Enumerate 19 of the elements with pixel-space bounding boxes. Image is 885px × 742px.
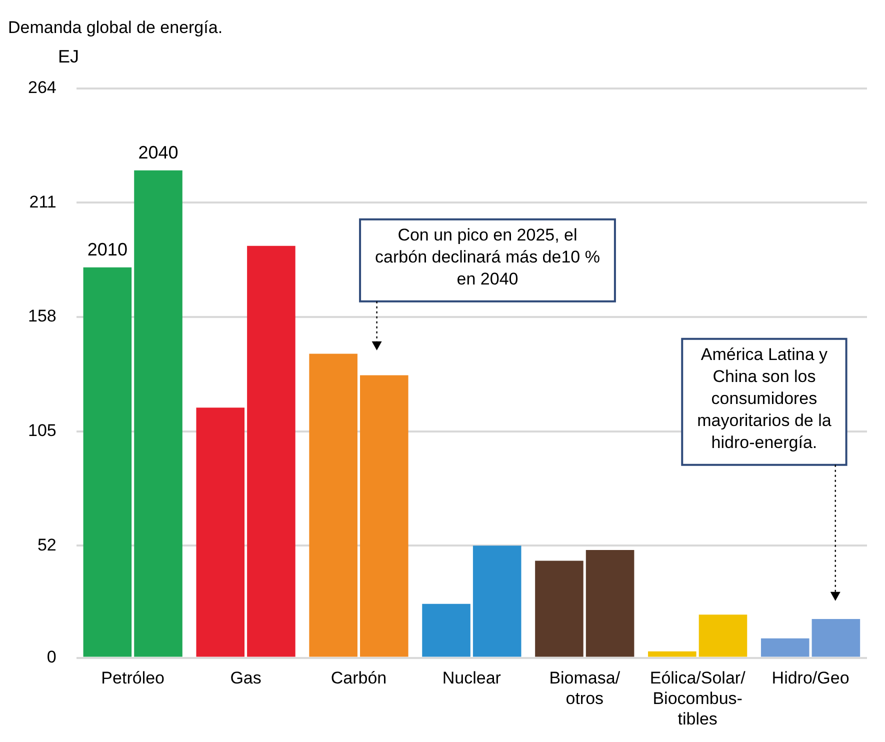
series-label: 2010: [87, 239, 128, 260]
y-tick-label: 52: [37, 535, 56, 554]
y-tick-label: 158: [28, 306, 56, 326]
x-tick-label: Biomasa/ otros: [549, 668, 620, 708]
x-tick-label: Nuclear: [442, 668, 502, 688]
y-tick-label: 264: [28, 78, 56, 98]
y-tick-label: 0: [46, 647, 56, 666]
annotation: Con un pico en 2025, el carbón declinará más de10 % en 2040: [375, 226, 600, 289]
x-tick-label: Carbón: [330, 668, 387, 688]
chart-title: Demanda global de energía.: [8, 18, 223, 37]
x-tick-label: Hidro/Geo: [772, 668, 850, 688]
annotation: América Latina y China son los consumidores mayoritarios de la hidro-energía.: [697, 345, 832, 452]
y-tick-label: 105: [28, 421, 56, 440]
x-tick-label: Gas: [230, 668, 262, 688]
y-tick-label: 211: [29, 192, 56, 212]
y-axis-title: EJ: [58, 46, 80, 66]
x-tick-label: Eólica/Solar/ Biocombus- tibles: [650, 668, 746, 728]
x-tick-label: Petróleo: [101, 668, 164, 688]
series-label: 2040: [138, 142, 178, 162]
